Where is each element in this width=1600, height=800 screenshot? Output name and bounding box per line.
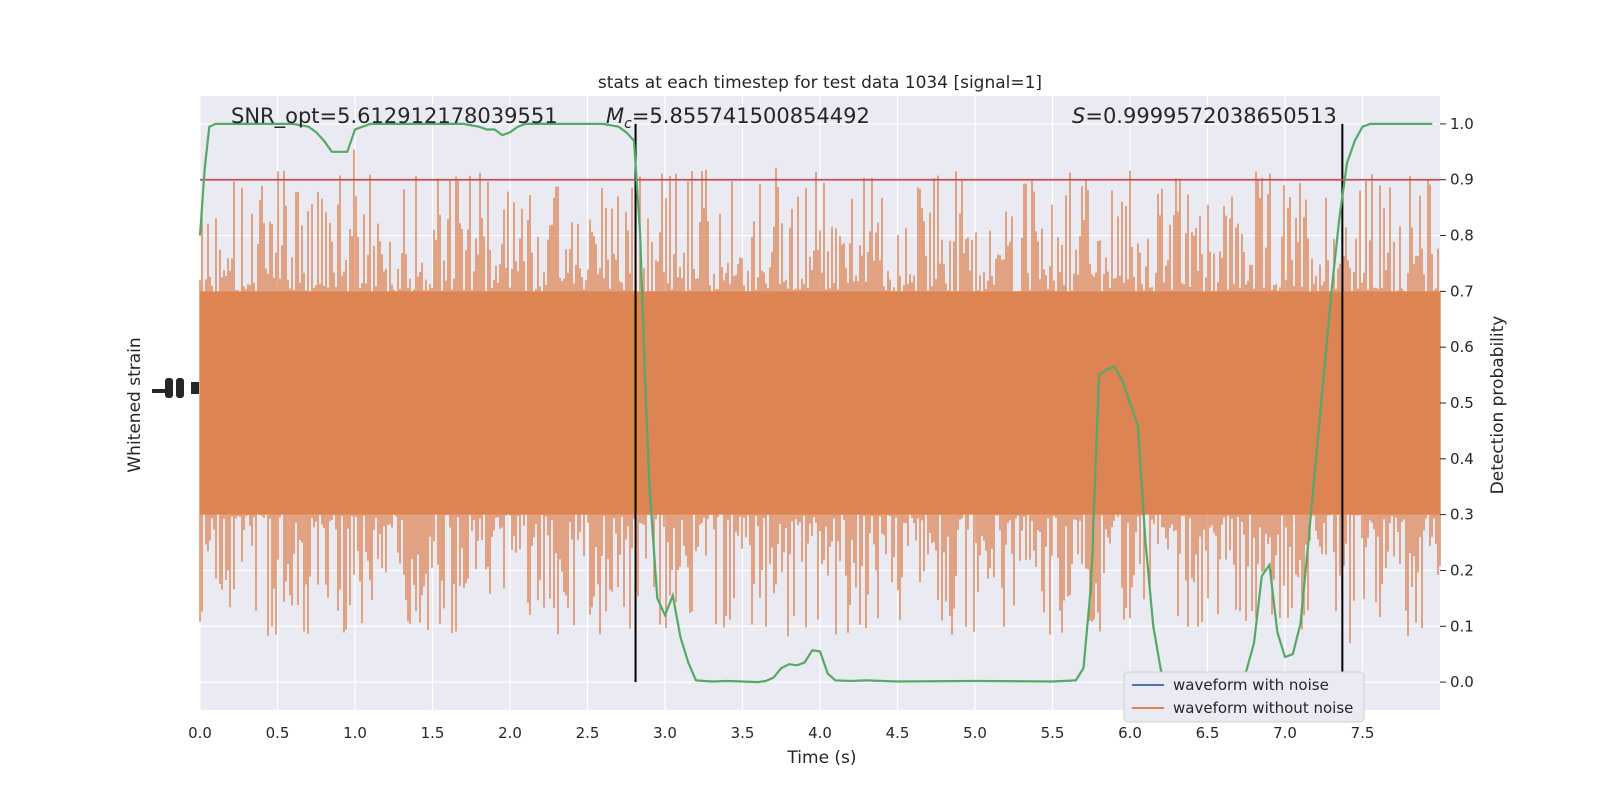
detection-probability-series xyxy=(198,122,1433,684)
x-tick-label: 1.5 xyxy=(421,724,445,742)
snr-annotation: SNR_opt=5.612912178039551 xyxy=(231,104,558,129)
x-tick-label: 1.0 xyxy=(343,724,367,742)
waveform-spikes xyxy=(199,149,1441,644)
detection-probability-line xyxy=(198,122,1433,684)
x-tick-label: 0.0 xyxy=(188,724,212,742)
x-axis-label: Time (s) xyxy=(786,748,856,768)
left-axis-marker xyxy=(152,378,199,398)
y-tick-label: 0.6 xyxy=(1450,338,1474,356)
y-tick-label: 0.1 xyxy=(1450,617,1474,635)
y-tick-label: 0.3 xyxy=(1450,506,1474,524)
vertical-markers xyxy=(634,123,1344,683)
x-tick-label: 6.0 xyxy=(1118,724,1142,742)
y-tick-label: 0.0 xyxy=(1450,673,1474,691)
x-tick-label: 3.0 xyxy=(653,724,677,742)
y-tick-label: 0.8 xyxy=(1450,227,1474,245)
waveform-without-noise-series xyxy=(199,149,1441,644)
chirp-mass-annotation: Mc=5.855741500854492 xyxy=(606,104,870,132)
y-tick-label: 0.7 xyxy=(1450,282,1474,300)
legend-box xyxy=(1123,671,1365,723)
x-tick-label: 0.5 xyxy=(266,724,290,742)
x-tick-label: 5.5 xyxy=(1041,724,1065,742)
x-tick-label: 7.5 xyxy=(1351,724,1375,742)
legend-label-without-noise: waveform without noise xyxy=(1173,699,1353,717)
x-tick-label: 7.0 xyxy=(1273,724,1297,742)
legend-label-with-noise: waveform with noise xyxy=(1173,676,1329,694)
chart-title: stats at each timestep for test data 103… xyxy=(598,73,1042,93)
x-tick-label: 4.5 xyxy=(886,724,910,742)
y-tick-label: 0.9 xyxy=(1450,171,1474,189)
right-axis-ticks: 0.0 0.1 0.2 0.3 0.4 0.5 0.6 0.7 0.8 0.9 1.0 xyxy=(1440,115,1474,691)
left-axis-label: Whitened strain xyxy=(125,337,145,472)
y-tick-label: 0.5 xyxy=(1450,394,1474,412)
y-tick-label: 0.4 xyxy=(1450,450,1474,468)
legend: waveform with noise waveform without noi… xyxy=(1123,671,1365,723)
x-tick-label: 3.5 xyxy=(731,724,755,742)
y-tick-label: 0.2 xyxy=(1450,561,1474,579)
y-tick-label: 1.0 xyxy=(1450,115,1474,133)
x-tick-label: 6.5 xyxy=(1196,724,1220,742)
x-tick-label: 4.0 xyxy=(808,724,832,742)
x-tick-label: 2.5 xyxy=(576,724,600,742)
right-axis-label: Detection probability xyxy=(1488,316,1508,495)
x-axis-ticks: 0.0 0.5 1.0 1.5 2.0 2.5 3.0 3.5 4.0 4.5 5.0 5.5 6.0 6… xyxy=(188,724,1374,742)
x-tick-label: 5.0 xyxy=(963,724,987,742)
x-tick-label: 2.0 xyxy=(498,724,522,742)
score-annotation: S=0.9999572038650513 xyxy=(1072,104,1337,128)
